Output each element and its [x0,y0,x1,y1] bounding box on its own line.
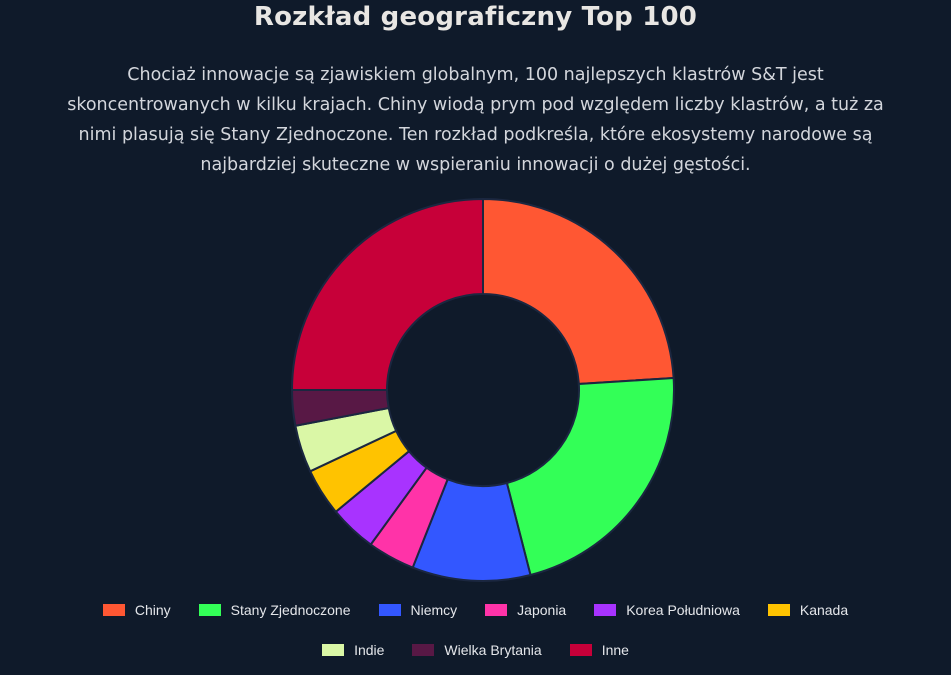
slice-stany-zjednoczone[interactable] [505,376,675,577]
chart-title: Rozkład geograficzny Top 100 [253,2,698,32]
legend-item[interactable]: Wielka Brytania [412,640,542,660]
legend-label: Wielka Brytania [444,642,542,658]
legend-item[interactable]: Stany Zjednoczone [198,600,351,620]
legend-item[interactable]: Inne [569,640,629,660]
legend-item[interactable]: Korea Południowa [594,600,740,620]
slice-chiny[interactable] [482,197,675,386]
chart-legend: Chiny Stany Zjednoczone Niemcy Japonia Korea… [100,600,851,660]
legend-swatch [378,604,401,616]
legend-item[interactable]: Japonia [485,600,566,620]
legend-swatch [102,604,125,616]
legend-label: Korea Południowa [626,602,740,618]
legend-swatch [412,644,435,656]
legend-swatch [594,604,617,616]
legend-item[interactable]: Indie [322,640,384,660]
legend-label: Indie [354,642,385,658]
legend-item[interactable]: Niemcy [378,600,458,620]
chart-description: Chociaż innowacje są zjawiskiem globalny… [67,65,884,175]
legend-swatch [767,604,790,616]
slice-inne[interactable] [290,197,484,391]
legend-item[interactable]: Chiny [102,600,171,620]
legend-label: Kanada [799,602,849,618]
legend-swatch [198,604,221,616]
legend-label: Chiny [134,602,171,618]
legend-item[interactable]: Kanada [767,600,849,620]
legend-swatch [485,604,508,616]
legend-swatch [322,644,345,656]
legend-label: Stany Zjednoczone [230,602,351,618]
legend-label: Japonia [517,602,567,618]
legend-swatch [569,644,592,656]
legend-label: Niemcy [410,602,458,618]
legend-label: Inne [601,642,629,658]
